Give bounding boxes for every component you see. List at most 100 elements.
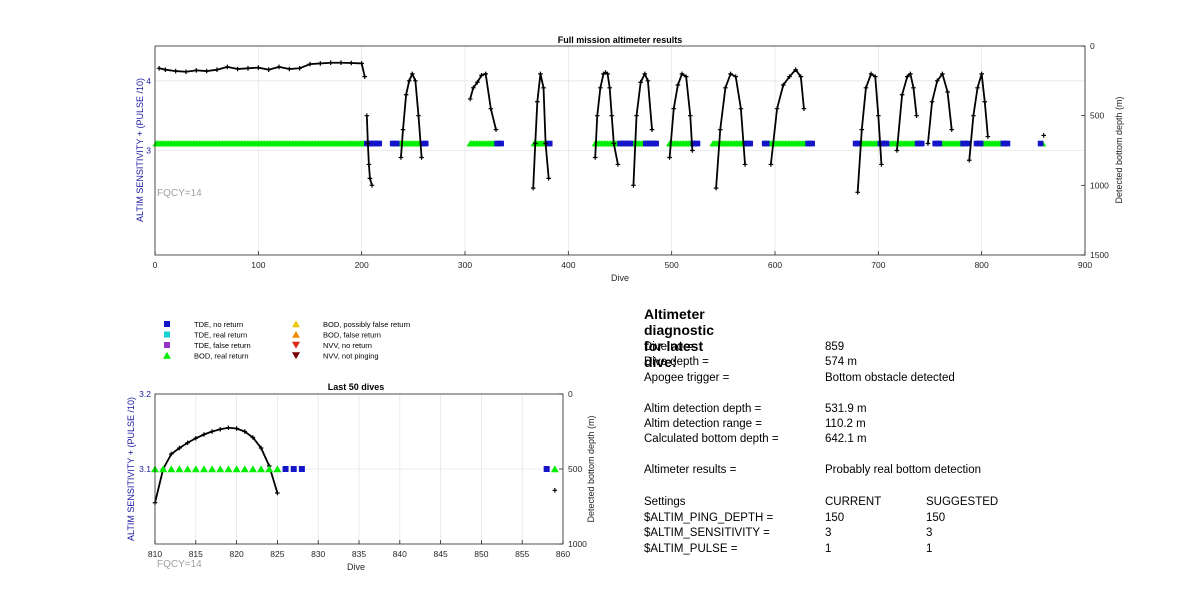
- bottom-depth-point-glyph: [904, 74, 910, 79]
- bottom-depth-point-glyph: [894, 148, 900, 153]
- bottom-depth-point-glyph: [914, 113, 919, 118]
- bottom-depth-point: [535, 99, 540, 105]
- bottom-depth-point: [242, 429, 248, 434]
- bottom-depth-point: [541, 85, 546, 91]
- bottom-depth-point-glyph: [855, 190, 860, 195]
- bottom-depth-point: [683, 74, 689, 79]
- bottom-depth-point-glyph: [535, 99, 540, 105]
- y2-tick-label: 500: [568, 464, 582, 474]
- x-tick-label: 850: [474, 549, 488, 559]
- setting-current-sensitivity: 3: [825, 527, 832, 539]
- bottom-depth-point: [949, 127, 954, 132]
- bottom-depth-point-glyph: [609, 113, 615, 118]
- tde-no-return-marker: [282, 466, 289, 472]
- bottom-depth-point-glyph: [911, 85, 916, 91]
- x-tick-label: 825: [270, 549, 284, 559]
- bottom-depth-point: [538, 71, 543, 77]
- bottom-depth-point-glyph: [598, 85, 603, 91]
- x-tick-label: 810: [148, 549, 162, 559]
- full-mission-plot-frame: [154, 45, 1086, 256]
- legend-triangle-down-marker: [292, 341, 300, 349]
- bottom-depth-point: [598, 85, 603, 91]
- legend-square-marker: [164, 321, 170, 327]
- bottom-depth-point-glyph: [242, 429, 248, 434]
- diagnostic-title: Altimeter diagnostic for latest dive:: [644, 306, 715, 370]
- diagnostic-label-detection-depth: Altim detection depth =: [644, 403, 762, 415]
- last-50-xlabel: Dive: [347, 562, 365, 572]
- bottom-depth-point-glyph: [607, 85, 612, 91]
- tde-no-return-marker: [918, 140, 925, 147]
- tde-no-return-marker: [977, 140, 984, 147]
- bottom-depth-point: [366, 162, 372, 167]
- bottom-depth-point-glyph: [611, 141, 617, 146]
- tde-no-return-marker: [936, 140, 943, 147]
- bottom-depth-point: [855, 190, 860, 195]
- bottom-depth-point: [1041, 133, 1046, 138]
- bottom-depth-point-glyph: [493, 127, 499, 132]
- bottom-depth-point-glyph: [723, 85, 728, 91]
- bottom-depth-point-glyph: [364, 113, 370, 118]
- last-50-y2label: Detected bottom depth (m): [586, 415, 596, 522]
- bottom-depth-point: [475, 79, 480, 85]
- bottom-depth-point: [742, 162, 748, 167]
- bod-real-return-marker: [273, 465, 282, 473]
- bottom-depth-point: [634, 113, 639, 118]
- bottom-depth-point-glyph: [634, 113, 639, 118]
- bottom-depth-point-glyph: [733, 74, 739, 79]
- bod-real-return-marker: [167, 465, 176, 473]
- bottom-depth-point-glyph: [275, 490, 280, 496]
- bottom-depth-point-glyph: [679, 71, 685, 77]
- bottom-depth-point-glyph: [318, 61, 323, 66]
- x-tick-label: 820: [230, 549, 244, 559]
- bottom-depth-point-glyph: [365, 141, 371, 146]
- bottom-depth-point: [416, 113, 421, 118]
- bottom-depth-point: [872, 74, 878, 79]
- bottom-depth-point: [183, 69, 189, 75]
- bottom-depth-point-glyph: [362, 74, 368, 79]
- diagnostic-value-detection-depth: 531.9 m: [825, 403, 867, 415]
- legend-triangle-marker: [292, 330, 300, 338]
- bod-real-return-marker: [265, 465, 274, 473]
- bottom-depth-point-glyph: [638, 79, 643, 85]
- x-tick-label: 500: [665, 260, 679, 270]
- bottom-depth-point: [966, 157, 972, 163]
- bottom-depth-point: [276, 64, 282, 70]
- bottom-depth-point: [226, 425, 231, 431]
- bottom-depth-point-glyph: [479, 72, 484, 78]
- bottom-depth-point-glyph: [338, 60, 344, 66]
- bottom-depth-line: [896, 72, 918, 151]
- y-tick-label: 3.1: [139, 464, 151, 474]
- legend-label: TDE, false return: [194, 341, 251, 350]
- bod-real-return-marker: [216, 465, 225, 473]
- bottom-depth-point-glyph: [908, 71, 913, 77]
- bottom-depth-point: [258, 445, 264, 451]
- tde-no-return-marker: [883, 140, 890, 147]
- bod-real-return-marker: [208, 465, 217, 473]
- bod-real-return-marker: [199, 465, 208, 473]
- bottom-depth-point: [979, 71, 984, 77]
- bottom-depth-point: [275, 490, 280, 496]
- bottom-depth-point-glyph: [256, 65, 261, 70]
- x-tick-label: 845: [434, 549, 448, 559]
- bottom-depth-point: [266, 67, 271, 72]
- legend-triangle-marker: [163, 351, 171, 359]
- tde-no-return-marker: [809, 140, 815, 147]
- full-mission-fqcy-annotation: FQCY=14: [157, 188, 202, 199]
- bottom-depth-point-glyph: [398, 155, 404, 160]
- diagnostic-label-apogee: Apogee trigger =: [644, 372, 730, 384]
- bottom-depth-point-glyph: [276, 64, 282, 70]
- bottom-depth-point: [911, 85, 916, 91]
- bottom-depth-point: [369, 183, 375, 188]
- bottom-depth-point-glyph: [552, 488, 558, 493]
- diagnostic-label-dive-no: Dive no =: [644, 341, 693, 353]
- bottom-depth-point-glyph: [645, 78, 651, 84]
- bottom-depth-point: [631, 183, 636, 188]
- bottom-depth-point-glyph: [366, 162, 372, 167]
- bottom-depth-point: [868, 71, 874, 77]
- x-tick-label: 600: [768, 260, 782, 270]
- y2-tick-label: 0: [1090, 41, 1095, 51]
- bottom-depth-point: [362, 74, 368, 79]
- legend-label: NVV, no return: [323, 341, 372, 350]
- tde-no-return-marker: [290, 466, 297, 472]
- x-tick-label: 800: [975, 260, 989, 270]
